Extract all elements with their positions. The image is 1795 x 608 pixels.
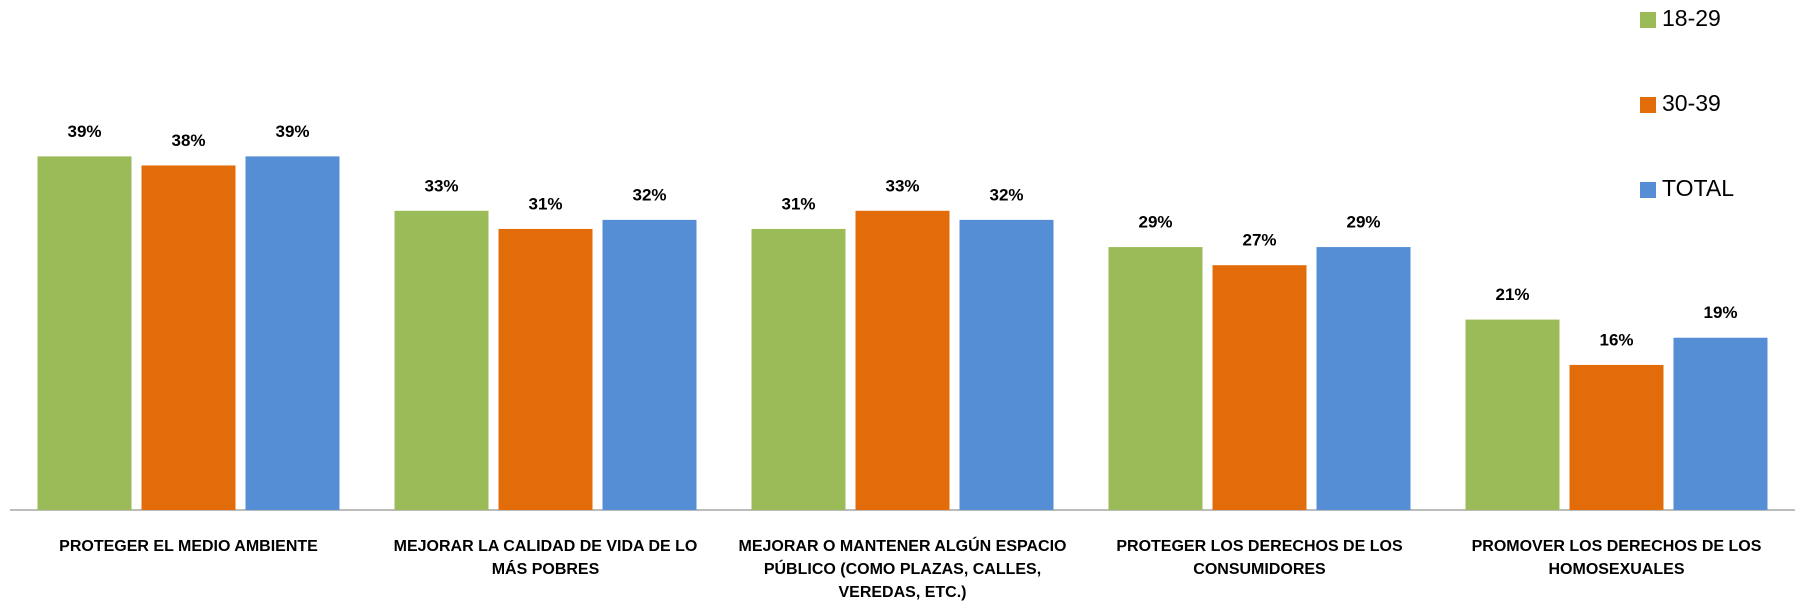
bar bbox=[141, 165, 236, 510]
bar bbox=[602, 219, 697, 510]
data-label: 29% bbox=[1346, 213, 1380, 232]
data-label: 38% bbox=[171, 131, 205, 150]
legend-swatch bbox=[1640, 182, 1656, 198]
data-label: 21% bbox=[1495, 285, 1529, 304]
x-tick-label: PROMOVER LOS DERECHOS DE LOS HOMOSEXUALE… bbox=[1471, 538, 1762, 578]
x-tick-label: MEJORAR O MANTENER ALGÚN ESPACIO PÚBLICO… bbox=[738, 538, 1067, 601]
legend-label: 18-29 bbox=[1662, 5, 1721, 31]
legend-swatch bbox=[1640, 97, 1656, 113]
bar bbox=[1465, 319, 1560, 510]
data-label: 39% bbox=[275, 122, 309, 141]
bar bbox=[1212, 265, 1307, 510]
legend-label: TOTAL bbox=[1662, 175, 1734, 201]
x-tick-label: MEJORAR LA CALIDAD DE VIDA DE LO MÁS POB… bbox=[393, 538, 698, 578]
data-label: 39% bbox=[67, 122, 101, 141]
data-label: 31% bbox=[781, 194, 815, 213]
bar bbox=[1569, 364, 1664, 510]
x-tick-label: PROTEGER EL MEDIO AMBIENTE bbox=[59, 538, 318, 555]
bar bbox=[855, 210, 950, 511]
bar bbox=[1673, 337, 1768, 510]
bar bbox=[1316, 247, 1411, 511]
data-label: 32% bbox=[989, 185, 1023, 204]
data-label: 31% bbox=[528, 194, 562, 213]
legend-label: 30-39 bbox=[1662, 90, 1721, 116]
bar bbox=[1108, 247, 1203, 511]
data-label: 16% bbox=[1599, 330, 1633, 349]
bar bbox=[751, 228, 846, 510]
bar bbox=[959, 219, 1054, 510]
bar bbox=[37, 156, 132, 510]
legend-swatch bbox=[1640, 12, 1656, 28]
data-label: 33% bbox=[885, 176, 919, 195]
data-label: 27% bbox=[1242, 231, 1276, 250]
bar bbox=[394, 210, 489, 511]
bar bbox=[245, 156, 340, 510]
bar bbox=[498, 228, 593, 510]
data-label: 33% bbox=[424, 176, 458, 195]
x-tick-label: PROTEGER LOS DERECHOS DE LOS CONSUMIDORE… bbox=[1116, 538, 1403, 578]
data-label: 32% bbox=[632, 185, 666, 204]
data-label: 19% bbox=[1703, 303, 1737, 322]
data-label: 29% bbox=[1138, 213, 1172, 232]
